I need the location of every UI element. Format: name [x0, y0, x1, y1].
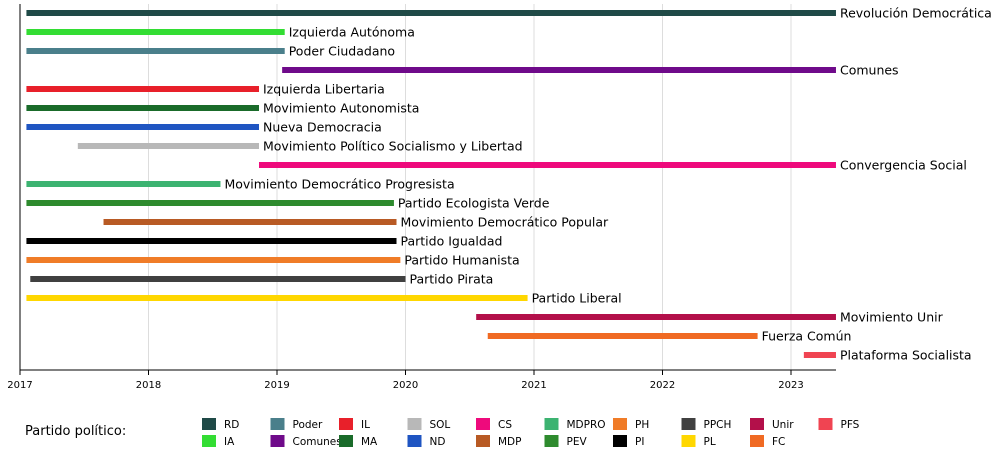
x-tick-label: 2017 — [7, 380, 32, 391]
legend-swatch — [339, 418, 353, 430]
timeline-bar — [476, 314, 836, 320]
bar-label: Movimiento Político Socialismo y Liberta… — [263, 139, 523, 154]
bar-label: Convergencia Social — [840, 158, 967, 173]
x-tick-label: 2020 — [393, 380, 418, 391]
bar-label: Nueva Democracia — [263, 120, 382, 135]
bar-label: Revolución Democrática — [840, 6, 992, 21]
legend-swatch — [270, 418, 285, 430]
x-tick-label: 2021 — [521, 380, 546, 391]
legend-label: ND — [430, 436, 446, 448]
bar-label: Comunes — [840, 63, 899, 78]
legend-swatch — [544, 435, 559, 447]
bar-label: Izquierda Libertaria — [263, 82, 385, 97]
legend-swatch — [270, 435, 285, 447]
legend-swatch — [407, 418, 422, 430]
bar-label: Movimiento Democrático Progresista — [224, 177, 454, 192]
timeline-bar — [26, 105, 260, 111]
timeline-bar — [26, 86, 260, 92]
timeline-bar — [487, 333, 758, 339]
legend-label: Comunes — [293, 436, 342, 448]
legend-label: MA — [361, 436, 378, 448]
timeline-bar — [26, 295, 528, 301]
timeline-bar — [103, 219, 397, 225]
bar-label: Izquierda Autónoma — [289, 25, 415, 40]
x-tick-label: 2019 — [264, 380, 289, 391]
x-tick-label: 2023 — [778, 380, 803, 391]
timeline-bar — [26, 257, 401, 263]
timeline-bar — [26, 181, 221, 187]
timeline-bar — [30, 276, 406, 282]
timeline-bar — [26, 10, 836, 16]
bar-label: Partido Ecologista Verde — [398, 196, 550, 211]
legend-swatch — [544, 418, 559, 430]
legend-label: IA — [224, 436, 235, 448]
timeline-bar — [259, 162, 836, 168]
legend-label: PFS — [841, 419, 860, 431]
legend-title: Partido político: — [25, 424, 127, 439]
legend-swatch — [407, 435, 422, 447]
legend-label: Unir — [772, 419, 794, 431]
legend-swatch — [202, 435, 216, 447]
x-axis: 2017 2018 2019 2020 2021 2022 2023 — [7, 4, 836, 391]
bar-label: Partido Humanista — [404, 253, 519, 268]
bar-label: Fuerza Común — [762, 329, 852, 344]
legend-label: PEV — [567, 436, 588, 448]
legend-swatch — [681, 418, 696, 430]
legend-label: CS — [498, 419, 512, 431]
timeline-bar — [77, 143, 260, 149]
grid-layer — [148, 4, 792, 370]
timeline-bar — [282, 67, 836, 73]
legend-label: PH — [635, 419, 649, 431]
timeline-bar — [803, 352, 836, 358]
legend-swatch — [750, 435, 764, 447]
legend-label: PI — [635, 436, 644, 448]
legend-swatch — [750, 418, 764, 430]
legend-label: Poder — [293, 419, 324, 431]
legend-label: RD — [224, 419, 239, 431]
legend-swatch — [476, 418, 490, 430]
legend-swatch — [613, 418, 627, 430]
bar-label: Movimiento Unir — [840, 310, 944, 325]
bar-label: Poder Ciudadano — [289, 44, 395, 59]
bars-layer — [26, 10, 836, 358]
bar-labels-layer: Revolución Democrática Izquierda Autónoma… — [224, 6, 991, 363]
x-tick-label: 2018 — [136, 380, 161, 391]
legend-swatch — [202, 418, 216, 430]
legend-label: PPCH — [704, 419, 732, 431]
legend-label: MDPRO — [567, 419, 606, 431]
legend-swatch — [818, 418, 833, 430]
legend-label: SOL — [430, 419, 451, 431]
legend-swatch — [476, 435, 490, 447]
legend-label: PL — [704, 436, 716, 448]
legend: RD IA Poder Comunes IL MA SOL ND CS MDP MDPRO PEV PH… — [202, 418, 860, 448]
timeline-bar — [26, 124, 260, 130]
bar-label: Partido Igualdad — [401, 234, 503, 249]
timeline-bar — [26, 48, 285, 54]
legend-label: IL — [361, 419, 370, 431]
bar-label: Partido Liberal — [532, 291, 622, 306]
bar-label: Movimiento Autonomista — [263, 101, 419, 116]
bar-label: Plataforma Socialista — [840, 348, 972, 363]
legend-swatch — [681, 435, 696, 447]
x-tick-label: 2022 — [650, 380, 675, 391]
timeline-bar — [26, 238, 397, 244]
timeline-bar — [26, 200, 394, 206]
legend-swatch — [339, 435, 353, 447]
legend-label: MDP — [498, 436, 521, 448]
legend-swatch — [613, 435, 627, 447]
bar-label: Partido Pirata — [410, 272, 494, 287]
legend-label: FC — [772, 436, 785, 448]
timeline-bar — [26, 29, 285, 35]
bar-label: Movimiento Democrático Popular — [401, 215, 609, 230]
